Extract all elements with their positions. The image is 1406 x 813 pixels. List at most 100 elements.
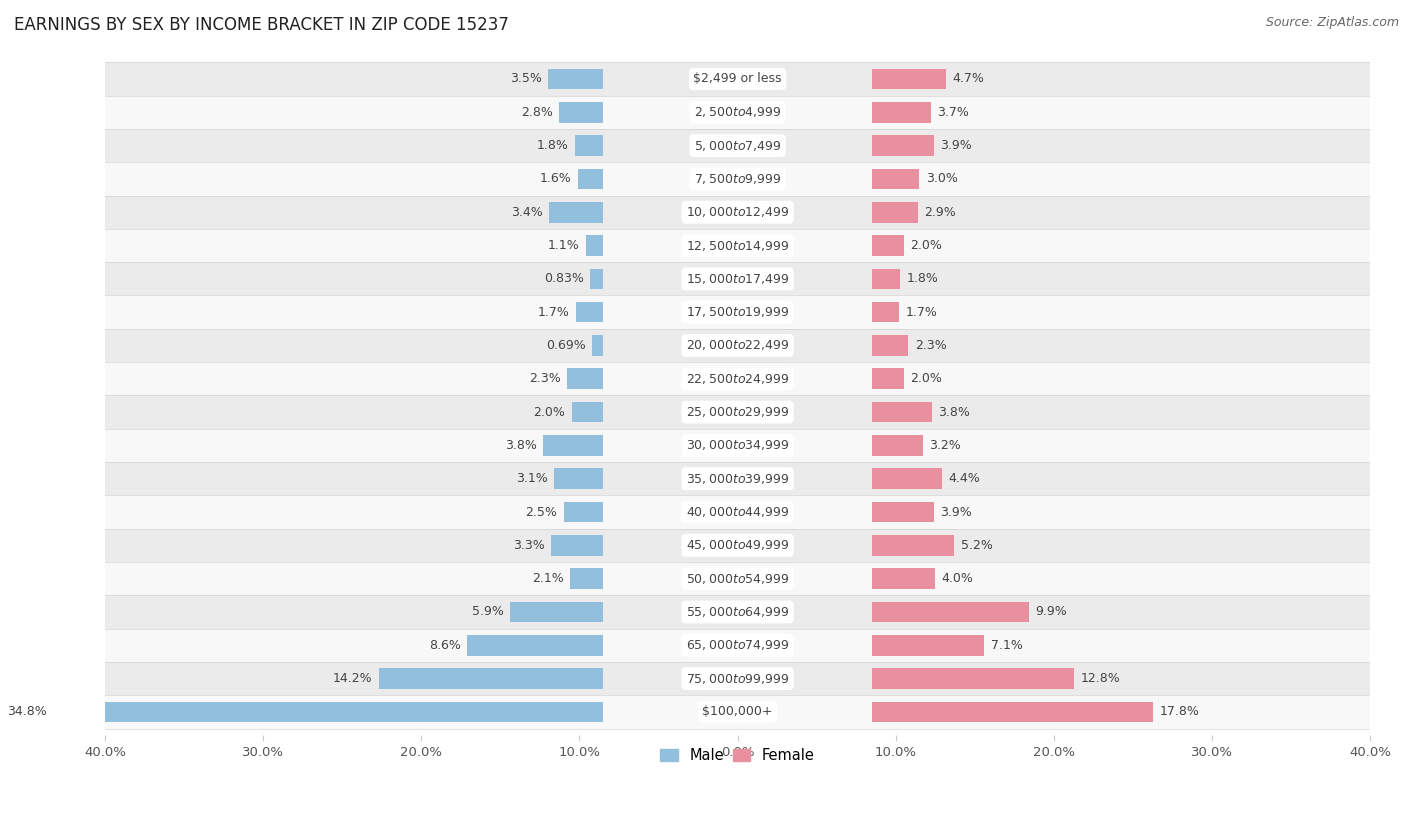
Text: 8.6%: 8.6% bbox=[429, 639, 461, 652]
Bar bbox=[564, 502, 603, 522]
Text: 3.9%: 3.9% bbox=[941, 139, 972, 152]
Bar bbox=[572, 402, 603, 423]
Bar bbox=[872, 168, 920, 189]
Text: 2.3%: 2.3% bbox=[915, 339, 946, 352]
Bar bbox=[105, 96, 1369, 129]
Bar bbox=[872, 602, 1029, 622]
Bar bbox=[872, 102, 931, 123]
Bar bbox=[53, 702, 603, 722]
Bar bbox=[592, 335, 603, 356]
Text: 1.6%: 1.6% bbox=[540, 172, 572, 185]
Bar bbox=[105, 462, 1369, 495]
Text: $2,500 to $4,999: $2,500 to $4,999 bbox=[693, 105, 782, 120]
Legend: Male, Female: Male, Female bbox=[654, 742, 821, 769]
Bar bbox=[872, 302, 898, 323]
Text: 2.0%: 2.0% bbox=[533, 406, 565, 419]
Bar bbox=[872, 668, 1074, 689]
Bar bbox=[105, 595, 1369, 628]
Bar bbox=[575, 135, 603, 156]
Text: 3.8%: 3.8% bbox=[938, 406, 970, 419]
Text: 1.7%: 1.7% bbox=[905, 306, 936, 319]
Text: 2.5%: 2.5% bbox=[526, 506, 557, 519]
Text: $40,000 to $44,999: $40,000 to $44,999 bbox=[686, 505, 789, 519]
Bar bbox=[548, 68, 603, 89]
Bar bbox=[872, 368, 904, 389]
Text: $10,000 to $12,499: $10,000 to $12,499 bbox=[686, 205, 789, 220]
Text: Source: ZipAtlas.com: Source: ZipAtlas.com bbox=[1265, 16, 1399, 29]
Text: $2,499 or less: $2,499 or less bbox=[693, 72, 782, 85]
Bar bbox=[872, 268, 900, 289]
Text: 17.8%: 17.8% bbox=[1160, 706, 1199, 719]
Text: $35,000 to $39,999: $35,000 to $39,999 bbox=[686, 472, 789, 485]
Text: 7.1%: 7.1% bbox=[991, 639, 1022, 652]
Bar bbox=[872, 402, 932, 423]
Bar bbox=[872, 68, 946, 89]
Bar bbox=[872, 202, 918, 223]
Text: 3.1%: 3.1% bbox=[516, 472, 548, 485]
Text: 3.3%: 3.3% bbox=[513, 539, 544, 552]
Bar bbox=[554, 468, 603, 489]
Bar bbox=[510, 602, 603, 622]
Bar bbox=[105, 495, 1369, 528]
Text: $50,000 to $54,999: $50,000 to $54,999 bbox=[686, 572, 789, 585]
Bar bbox=[560, 102, 603, 123]
Text: 3.7%: 3.7% bbox=[936, 106, 969, 119]
Text: 2.8%: 2.8% bbox=[520, 106, 553, 119]
Text: $25,000 to $29,999: $25,000 to $29,999 bbox=[686, 405, 789, 419]
Text: 34.8%: 34.8% bbox=[7, 706, 46, 719]
Bar bbox=[872, 702, 1153, 722]
Text: 3.0%: 3.0% bbox=[925, 172, 957, 185]
Bar bbox=[872, 335, 908, 356]
Text: 3.9%: 3.9% bbox=[941, 506, 972, 519]
Bar bbox=[105, 395, 1369, 428]
Bar bbox=[105, 695, 1369, 728]
Bar bbox=[872, 135, 934, 156]
Text: $22,500 to $24,999: $22,500 to $24,999 bbox=[686, 372, 789, 386]
Text: $15,000 to $17,499: $15,000 to $17,499 bbox=[686, 272, 789, 286]
Text: $17,500 to $19,999: $17,500 to $19,999 bbox=[686, 305, 789, 320]
Text: $45,000 to $49,999: $45,000 to $49,999 bbox=[686, 538, 789, 552]
Bar bbox=[105, 196, 1369, 229]
Text: EARNINGS BY SEX BY INCOME BRACKET IN ZIP CODE 15237: EARNINGS BY SEX BY INCOME BRACKET IN ZIP… bbox=[14, 16, 509, 34]
Bar bbox=[378, 668, 603, 689]
Text: 1.8%: 1.8% bbox=[907, 272, 939, 285]
Text: 4.7%: 4.7% bbox=[953, 72, 984, 85]
Bar bbox=[872, 635, 984, 655]
Text: $30,000 to $34,999: $30,000 to $34,999 bbox=[686, 438, 789, 452]
Bar bbox=[591, 268, 603, 289]
Bar bbox=[105, 262, 1369, 295]
Bar bbox=[872, 435, 922, 456]
Text: 2.3%: 2.3% bbox=[529, 372, 561, 385]
Text: 5.9%: 5.9% bbox=[472, 606, 503, 619]
Bar bbox=[550, 202, 603, 223]
Text: $5,000 to $7,499: $5,000 to $7,499 bbox=[693, 138, 782, 153]
Bar bbox=[872, 535, 955, 555]
Text: 2.1%: 2.1% bbox=[531, 572, 564, 585]
Text: 14.2%: 14.2% bbox=[333, 672, 373, 685]
Text: $100,000+: $100,000+ bbox=[703, 706, 773, 719]
Bar bbox=[872, 235, 904, 256]
Text: 4.4%: 4.4% bbox=[948, 472, 980, 485]
Bar bbox=[872, 502, 934, 522]
Bar bbox=[105, 229, 1369, 262]
Text: 3.5%: 3.5% bbox=[509, 72, 541, 85]
Bar bbox=[872, 468, 942, 489]
Text: 12.8%: 12.8% bbox=[1081, 672, 1121, 685]
Text: $75,000 to $99,999: $75,000 to $99,999 bbox=[686, 672, 789, 685]
Bar bbox=[467, 635, 603, 655]
Text: 1.8%: 1.8% bbox=[537, 139, 568, 152]
Bar bbox=[578, 168, 603, 189]
Text: 4.0%: 4.0% bbox=[942, 572, 973, 585]
Text: $7,500 to $9,999: $7,500 to $9,999 bbox=[693, 172, 782, 186]
Bar bbox=[543, 435, 603, 456]
Text: $20,000 to $22,499: $20,000 to $22,499 bbox=[686, 338, 789, 353]
Text: 3.4%: 3.4% bbox=[512, 206, 543, 219]
Bar bbox=[105, 662, 1369, 695]
Bar bbox=[105, 428, 1369, 462]
Bar bbox=[105, 295, 1369, 328]
Bar bbox=[105, 362, 1369, 395]
Bar bbox=[105, 328, 1369, 362]
Text: 1.1%: 1.1% bbox=[548, 239, 579, 252]
Text: $55,000 to $64,999: $55,000 to $64,999 bbox=[686, 605, 789, 619]
Text: 3.8%: 3.8% bbox=[505, 439, 537, 452]
